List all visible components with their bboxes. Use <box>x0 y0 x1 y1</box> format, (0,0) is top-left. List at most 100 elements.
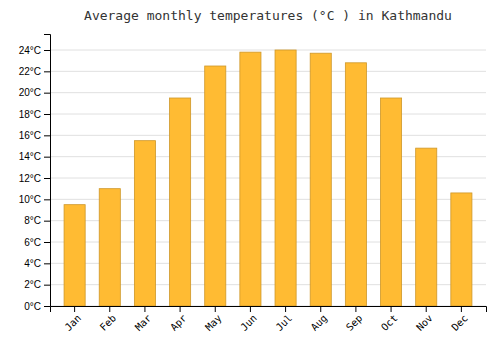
bar <box>275 50 296 306</box>
x-axis-line <box>51 307 487 313</box>
y-tick: 12°C <box>19 173 50 184</box>
x-tick: Feb <box>98 306 119 333</box>
bar <box>451 193 472 306</box>
bar <box>416 148 437 306</box>
x-tick-mark <box>215 306 216 312</box>
y-tick-mark <box>44 71 50 72</box>
x-tick-label: Jul <box>274 312 295 333</box>
x-tick-mark <box>74 306 75 312</box>
plot-area: 0°C 2°C 4°C 6°C 8°C 10°C 12°C 14°C 16°C 18°C 20°C 2… <box>19 35 487 333</box>
y-tick-label: 6°C <box>24 237 41 248</box>
x-tick-mark <box>285 306 286 312</box>
y-tick-mark <box>44 135 50 136</box>
bar <box>345 63 366 306</box>
x-tick: Oct <box>379 306 400 333</box>
x-tick: Dec <box>449 306 470 333</box>
x-tick: Mar <box>133 306 154 333</box>
x-tick-label: Jan <box>63 312 84 333</box>
x-tick: Apr <box>168 306 189 333</box>
grid <box>50 50 486 306</box>
x-tick-mark <box>426 306 427 312</box>
y-tick-label: 8°C <box>24 215 41 226</box>
bar <box>99 189 120 306</box>
y-tick-label: 16°C <box>19 130 41 141</box>
grid-line <box>50 92 486 93</box>
y-tick-label: 12°C <box>19 173 41 184</box>
bar <box>381 98 402 306</box>
chart-svg: 0°C 2°C 4°C 6°C 8°C 10°C 12°C 14°C 16°C 18°C 20°C 2… <box>0 0 500 350</box>
y-tick-mark <box>44 285 50 286</box>
bar <box>134 141 155 306</box>
x-tick-label: Sep <box>344 312 365 333</box>
y-tick-label: 14°C <box>19 151 41 162</box>
y-tick: 6°C <box>24 237 50 248</box>
x-tick-label: Apr <box>168 312 189 333</box>
y-tick-mark <box>44 199 50 200</box>
y-tick-mark <box>44 114 50 115</box>
y-tick: 24°C <box>19 45 50 56</box>
y-tick-label: 22°C <box>19 66 41 77</box>
x-tick-label: Feb <box>98 312 119 333</box>
x-tick-label: Dec <box>449 312 470 333</box>
y-tick-mark <box>44 242 50 243</box>
x-tick-mark <box>180 306 181 312</box>
grid-line <box>50 71 486 72</box>
x-tick: Sep <box>344 306 365 333</box>
x-tick-mark <box>461 306 462 312</box>
grid-line <box>50 114 486 115</box>
x-tick-label: Nov <box>414 312 435 333</box>
y-tick-label: 0°C <box>24 301 41 312</box>
x-tick: May <box>203 306 224 333</box>
y-tick-label: 20°C <box>19 87 41 98</box>
chart-title: Average monthly temperatures (°C ) in Ka… <box>84 8 452 23</box>
bar <box>310 53 331 306</box>
grid-line <box>50 135 486 136</box>
x-tick-mark <box>320 306 321 312</box>
y-tick-mark <box>44 93 50 94</box>
y-tick: 22°C <box>19 66 50 77</box>
y-tick-label: 2°C <box>24 279 41 290</box>
x-tick: Jul <box>274 306 295 333</box>
y-tick-mark <box>44 263 50 264</box>
y-tick-mark <box>44 157 50 158</box>
x-tick-label: Oct <box>379 312 400 333</box>
y-tick: 16°C <box>19 130 50 141</box>
bars <box>64 50 472 306</box>
y-tick-label: 24°C <box>19 45 41 56</box>
bar <box>205 66 226 306</box>
y-tick: 14°C <box>19 151 50 162</box>
x-tick-mark <box>391 306 392 312</box>
bar <box>170 98 191 306</box>
y-tick-mark <box>44 306 50 307</box>
x-tick-mark <box>355 306 356 312</box>
x-tick-label: May <box>203 312 224 333</box>
bar <box>64 205 85 306</box>
y-tick-mark <box>44 178 50 179</box>
x-tick-mark <box>250 306 251 312</box>
y-tick-label: 18°C <box>19 109 41 120</box>
x-tick-label: Aug <box>309 312 330 333</box>
x-tick: Aug <box>309 306 330 333</box>
y-tick: 2°C <box>24 279 50 290</box>
x-axis: Jan Feb Mar Apr May Jun Jul Aug Sep Oct Nov Dec <box>51 306 487 333</box>
grid-line <box>50 50 486 51</box>
y-tick-label: 4°C <box>24 258 41 269</box>
bar <box>240 52 261 306</box>
y-tick: 18°C <box>19 109 50 120</box>
chart-container: 0°C 2°C 4°C 6°C 8°C 10°C 12°C 14°C 16°C 18°C 20°C 2… <box>0 0 500 350</box>
y-tick-mark <box>44 50 50 51</box>
x-tick-mark <box>109 306 110 312</box>
y-tick: 10°C <box>19 194 50 205</box>
x-tick-label: Jun <box>238 312 259 333</box>
x-tick: Jun <box>238 306 259 333</box>
y-axis-line <box>44 35 51 307</box>
y-tick: 4°C <box>24 258 50 269</box>
x-tick: Jan <box>63 306 84 333</box>
y-axis: 0°C 2°C 4°C 6°C 8°C 10°C 12°C 14°C 16°C 18°C 20°C 2… <box>19 35 51 312</box>
y-tick-label: 10°C <box>19 194 41 205</box>
x-tick: Nov <box>414 306 435 333</box>
y-tick: 8°C <box>24 215 50 226</box>
y-tick: 20°C <box>19 87 50 98</box>
x-tick-mark <box>144 306 145 312</box>
y-tick: 0°C <box>24 301 50 312</box>
